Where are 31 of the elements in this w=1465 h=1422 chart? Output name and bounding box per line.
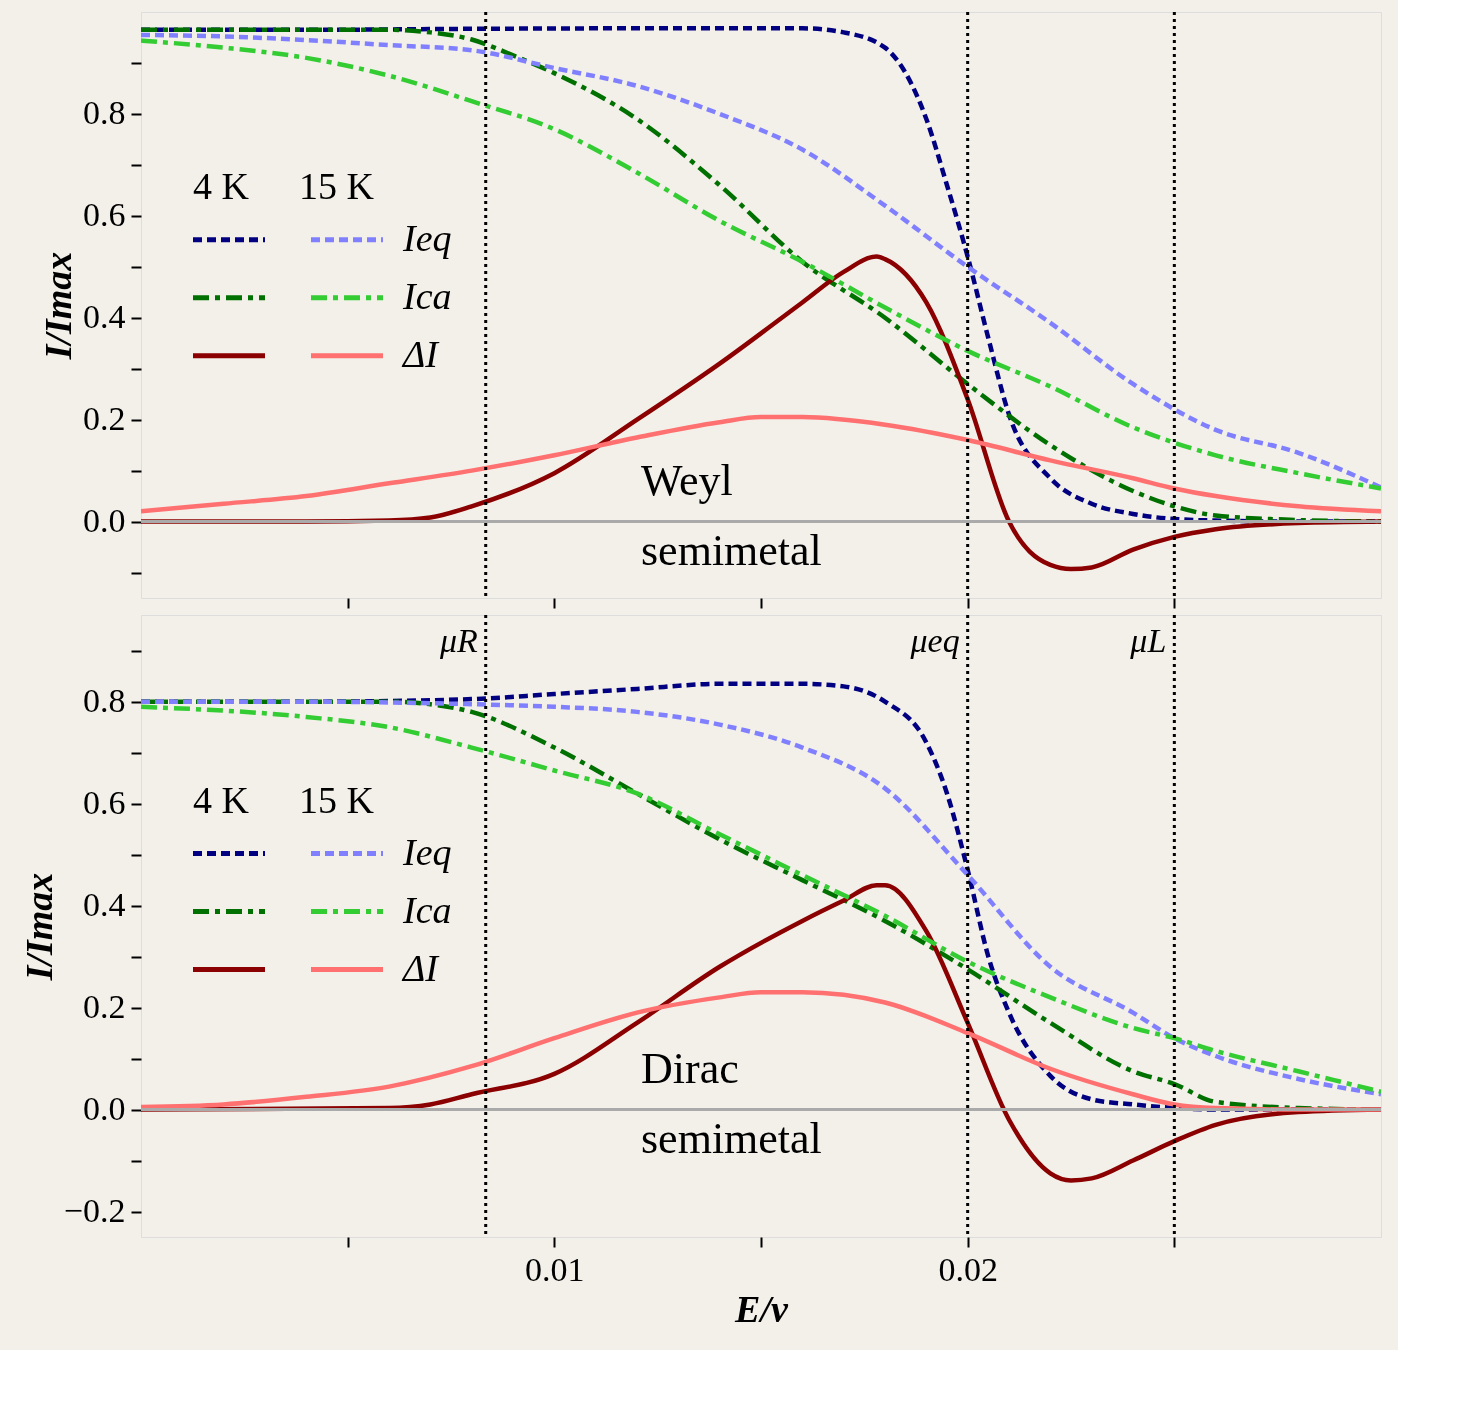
annotation: 15 K xyxy=(299,778,375,821)
y-tick-label: 0.4 xyxy=(83,298,126,336)
y-tick-label: 0.0 xyxy=(83,502,126,540)
ref-line-label: μR xyxy=(438,622,478,659)
legend-label: ΔI xyxy=(401,946,441,989)
y-tick-label: 0.2 xyxy=(83,988,126,1026)
x-tick-label: 0.01 xyxy=(525,1250,585,1288)
y-tick-label: 0.8 xyxy=(83,94,126,132)
y-tick-label: 0.4 xyxy=(83,886,126,924)
legend-label: Ica xyxy=(402,888,452,931)
legend-label: ΔI xyxy=(401,332,441,375)
y-tick-label: 0.0 xyxy=(83,1090,126,1128)
x-tick-label: 0.02 xyxy=(938,1250,998,1288)
ref-line-label: μL xyxy=(1129,622,1167,659)
annotation: 4 K xyxy=(193,164,250,207)
annotation: Weyl semimetal xyxy=(641,456,822,575)
legend-label: Ieq xyxy=(402,830,452,873)
y-tick-label: −0.2 xyxy=(63,1192,126,1230)
y-tick-label: 0.8 xyxy=(83,682,126,720)
y-axis-title: I/Imax xyxy=(17,872,60,982)
annotation: Dirac semimetal xyxy=(641,1043,822,1163)
legend-label: Ica xyxy=(402,274,452,317)
y-tick-label: 0.6 xyxy=(83,784,126,822)
ref-line-label: μeq xyxy=(909,622,960,659)
annotation: 15 K xyxy=(299,164,375,207)
y-tick-label: 0.6 xyxy=(83,196,126,234)
y-tick-label: 0.2 xyxy=(83,400,126,438)
x-axis-title: E/v xyxy=(734,1287,790,1330)
y-axis-title: I/Imax xyxy=(37,251,79,361)
annotation: 4 K xyxy=(193,778,250,821)
legend-label: Ieq xyxy=(402,216,452,259)
